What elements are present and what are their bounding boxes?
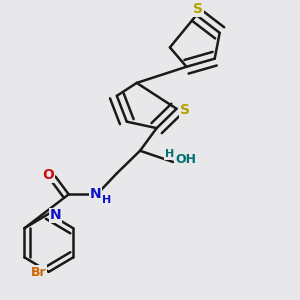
Text: OH: OH bbox=[175, 153, 196, 166]
Text: Br: Br bbox=[31, 266, 47, 279]
Text: H: H bbox=[165, 149, 174, 159]
Text: H: H bbox=[102, 195, 112, 205]
Text: N: N bbox=[50, 208, 61, 222]
Text: N: N bbox=[89, 187, 101, 201]
Text: S: S bbox=[193, 2, 203, 16]
Text: O: O bbox=[42, 168, 54, 182]
Text: S: S bbox=[180, 103, 190, 117]
